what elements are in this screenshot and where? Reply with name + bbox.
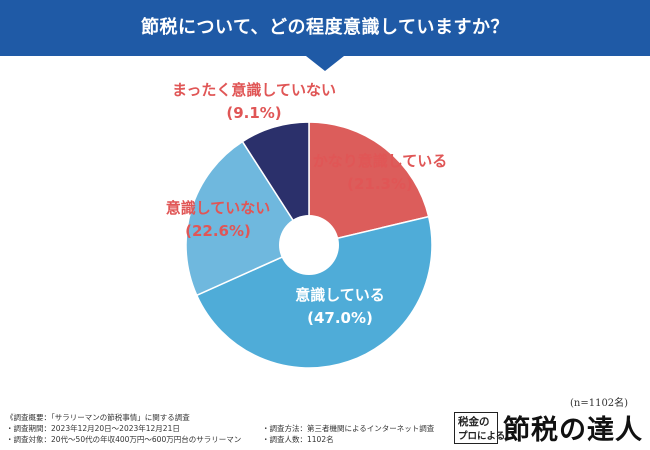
brand-logo: 税金の プロによる 節税の達人 xyxy=(454,412,644,446)
pie-slice xyxy=(185,140,311,297)
slice-label: まったく意識していない xyxy=(172,81,336,99)
survey-target-note: ・調査対象：20代〜50代の年収400万円〜600万円台のサラリーマン xyxy=(6,435,242,444)
pie-slice xyxy=(241,121,310,248)
slice-label: 意識している xyxy=(295,286,385,304)
survey-method-note: ・調査方法：第三者機関によるインターネット調査 xyxy=(262,424,435,433)
slice-value-label: (47.0%) xyxy=(307,309,373,327)
pie-slice xyxy=(195,215,433,369)
slice-value-label: (9.1%) xyxy=(226,104,281,122)
page-title: 節税について、どの程度意識していますか？ xyxy=(140,17,510,38)
survey-period-note: ・調査期間：2023年12月20日〜2023年12月21日 xyxy=(6,424,180,433)
survey-overview-note: 《調査概要：「サラリーマンの節税事情」に関する調査 xyxy=(6,413,190,422)
slice-value-label: (21.3%) xyxy=(347,175,413,193)
slice-label: 意識していない xyxy=(166,199,271,217)
header-notch xyxy=(306,56,344,71)
logo-badge-bottom-text: プロによる xyxy=(458,431,506,442)
logo-badge: 税金の プロによる xyxy=(454,412,505,444)
slice-value-label: (22.6%) xyxy=(185,222,251,240)
pie-slice xyxy=(308,121,430,246)
sample-size: (n=1102名) xyxy=(570,398,629,409)
survey-count-note: ・調査人数：1102名 xyxy=(262,435,334,444)
logo-badge-top-text: 税金の xyxy=(458,416,490,428)
logo-main-text: 節税の達人 xyxy=(503,415,643,446)
header-bar xyxy=(0,0,650,56)
slice-label: かなり意識している xyxy=(313,152,448,170)
donut-hole xyxy=(279,215,339,275)
